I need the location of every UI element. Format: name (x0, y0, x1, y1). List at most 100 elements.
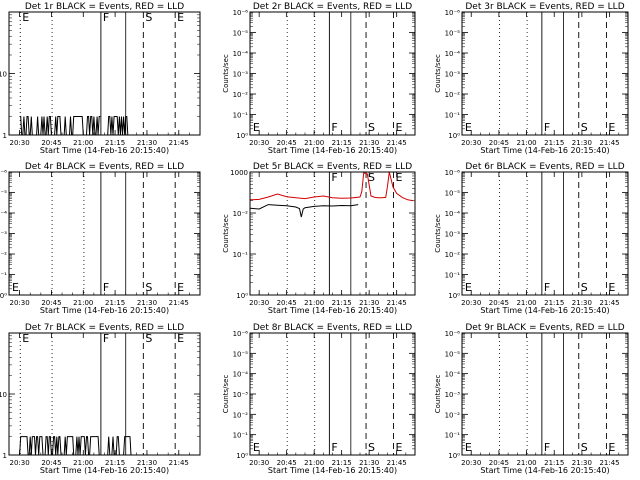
detector-panel-5: Det 5r BLACK = Events, RED = LLD Counts/s… (222, 162, 416, 315)
x-tick-label: 20:45 (41, 299, 61, 307)
event-marker-label: E (22, 11, 29, 24)
event-marker-label: F (331, 171, 337, 184)
x-tick-label: 20:30 (461, 299, 481, 307)
event-marker-label: F (103, 11, 109, 24)
event-marker-label: E (608, 281, 615, 294)
x-tick-label: 21:45 (387, 459, 407, 467)
y-tick-label: 10⁻⁶ (445, 330, 461, 338)
x-tick-label: 20:45 (489, 139, 509, 147)
x-tick-label: 21:30 (572, 299, 592, 307)
event-marker-label: E (396, 121, 403, 134)
x-tick-label: 20:30 (461, 459, 481, 467)
x-tick-label: 20:45 (489, 299, 509, 307)
x-axis-label: Start Time (14-Feb-16 20:15:40) (480, 466, 609, 475)
panel-title: Det 1r BLACK = Events, RED = LLD (25, 2, 184, 12)
x-tick-label: 21:15 (105, 299, 125, 307)
x-tick-label: 21:45 (169, 299, 189, 307)
x-tick-label: 21:15 (332, 299, 352, 307)
y-tick-label: 10⁻² (233, 411, 249, 419)
x-tick-label: 21:30 (137, 299, 157, 307)
plot-frame (461, 171, 629, 296)
y-tick-label: 10⁰ (0, 292, 7, 300)
y-axis-label: Counts/sec (222, 214, 230, 253)
event-marker-label: E (465, 281, 472, 294)
event-marker-label: S (368, 441, 375, 454)
y-tick-label: 10⁻⁵ (0, 190, 7, 198)
y-tick-label: 10⁻⁴ (445, 50, 461, 58)
y-tick-label: 10⁻⁵ (445, 190, 461, 198)
y-tick-label: 10⁻¹ (445, 432, 461, 440)
y-tick-label: 1000 (230, 169, 248, 177)
x-tick-label: 20:30 (10, 299, 30, 307)
event-marker-label: E (608, 441, 615, 454)
x-axis-label: Start Time (14-Feb-16 20:15:40) (40, 466, 169, 475)
detector-panel-1: Det 1r BLACK = Events, RED = LLDCounts/s… (0, 2, 201, 155)
x-axis-label: Start Time (14-Feb-16 20:15:40) (40, 146, 169, 155)
x-axis-label: Start Time (14-Feb-16 20:15:40) (40, 306, 169, 315)
plot-frame (8, 11, 201, 136)
x-tick-label: 21:00 (516, 299, 536, 307)
event-marker-label: S (581, 281, 588, 294)
event-marker-label: S (145, 332, 152, 345)
y-tick-label: 10⁻² (445, 251, 461, 259)
detector-panel-8: Det 8r BLACK = Events, RED = LLD Counts/s… (222, 323, 416, 475)
x-axis-label: Start Time (14-Feb-16 20:15:40) (268, 146, 397, 155)
y-tick-label: 10⁻² (233, 210, 249, 218)
detector-panel-9: Det 9r BLACK = Events, RED = LLD Counts/s… (434, 323, 629, 475)
y-tick-label: 1 (3, 452, 7, 460)
data-series-1 (19, 436, 137, 456)
y-tick-label: 10⁻⁴ (233, 50, 249, 58)
panel-title: Det 2r BLACK = Events, RED = LLD (253, 2, 412, 12)
x-tick-label: 20:45 (277, 299, 297, 307)
x-axis-label: Start Time (14-Feb-16 20:15:40) (268, 466, 397, 475)
x-tick-label: 21:00 (304, 459, 324, 467)
x-tick-label: 21:45 (599, 299, 619, 307)
y-axis-label: Counts/sec (222, 54, 230, 93)
x-tick-label: 20:45 (277, 139, 297, 147)
event-marker-label: E (12, 281, 19, 294)
x-tick-label: 21:00 (516, 459, 536, 467)
event-marker-label: S (145, 281, 152, 294)
y-tick-label: 10⁻² (0, 251, 7, 259)
x-axis-label: Start Time (14-Feb-16 20:15:40) (480, 306, 609, 315)
y-tick-label: 10⁻¹ (233, 251, 249, 259)
x-tick-label: 21:45 (599, 139, 619, 147)
x-tick-label: 21:00 (516, 139, 536, 147)
event-marker-label: E (177, 11, 184, 24)
x-tick-label: 21:15 (332, 459, 352, 467)
y-tick-label: 10⁻⁴ (445, 210, 461, 218)
event-marker-label: E (177, 332, 184, 345)
event-marker-label: S (581, 121, 588, 134)
y-tick-label: 10⁻⁵ (445, 350, 461, 358)
panel-title: Det 3r BLACK = Events, RED = LLD (465, 2, 624, 12)
y-tick-label: 10⁻⁶ (233, 330, 249, 338)
y-tick-label: 10⁻⁶ (445, 169, 461, 177)
y-tick-label: 10⁻² (445, 411, 461, 419)
plot-frame (8, 332, 201, 456)
x-tick-label: 21:30 (137, 459, 157, 467)
y-tick-label: 10⁻¹ (0, 272, 7, 280)
panel-title: Det 8r BLACK = Events, RED = LLD (253, 323, 412, 333)
x-tick-label: 20:30 (249, 299, 269, 307)
y-tick-label: 10⁻⁴ (445, 371, 461, 379)
y-tick-label: 10⁻⁴ (233, 371, 249, 379)
y-tick-label: 10⁻³ (445, 391, 461, 399)
y-tick-label: 10⁻³ (0, 231, 7, 239)
x-tick-label: 20:30 (249, 139, 269, 147)
event-marker-label: S (145, 11, 152, 24)
y-tick-label: 10⁻¹ (445, 112, 461, 120)
plot-frame (249, 332, 416, 456)
y-tick-label: 10⁰ (448, 452, 460, 460)
y-tick-label: 10⁻⁶ (445, 9, 461, 17)
event-marker-label: S (368, 171, 375, 184)
x-tick-label: 21:00 (304, 139, 324, 147)
event-marker-label: F (544, 281, 550, 294)
event-marker-label: E (608, 121, 615, 134)
plot-frame (249, 11, 416, 136)
x-tick-label: 20:30 (249, 459, 269, 467)
detector-panel-3: Det 3r BLACK = Events, RED = LLD Counts/s… (434, 2, 629, 155)
x-tick-label: 21:15 (332, 139, 352, 147)
y-tick-label: 10⁻⁵ (445, 30, 461, 38)
event-marker-label: S (368, 121, 375, 134)
